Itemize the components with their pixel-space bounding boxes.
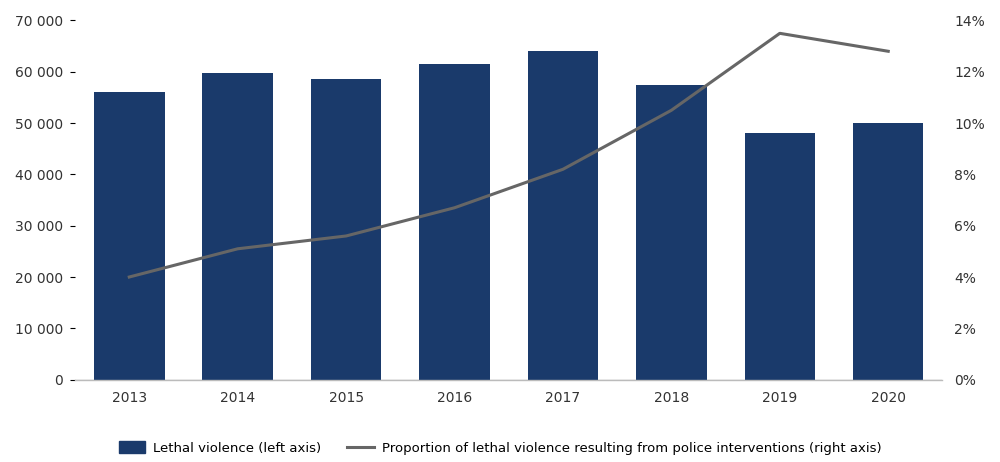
Bar xyxy=(202,73,273,380)
Bar xyxy=(636,85,707,380)
Bar xyxy=(419,64,490,380)
Legend: Lethal violence (left axis), Proportion of lethal violence resulting from police: Lethal violence (left axis), Proportion … xyxy=(113,436,887,460)
Bar xyxy=(528,51,598,380)
Bar xyxy=(311,79,381,380)
Bar xyxy=(94,92,165,380)
Bar xyxy=(853,123,923,380)
Bar xyxy=(745,134,815,380)
